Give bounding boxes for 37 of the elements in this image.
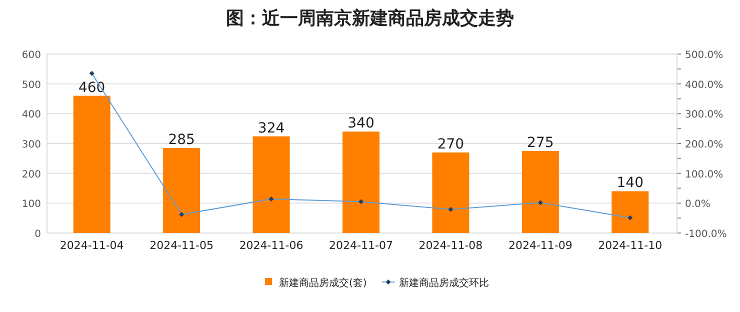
y-tick-label: 400 (22, 110, 41, 121)
data-label: 140 (616, 175, 644, 192)
y-tick-label: 0 (34, 229, 41, 240)
data-label: 324 (258, 120, 285, 136)
x-tick-label: 2024-11-06 (239, 239, 304, 252)
y2-tick-label: 200.0% (685, 140, 724, 150)
bar (522, 150, 559, 233)
bar (432, 152, 470, 233)
bar (252, 136, 290, 233)
x-tick-label: 2024-11-09 (508, 239, 572, 252)
y-tick-label: 200 (22, 169, 41, 180)
y2-tick-label: 0.0% (685, 199, 710, 210)
x-tick-label: 2024-11-07 (329, 239, 393, 252)
data-label: 270 (437, 136, 464, 152)
y2-tick-label: -100.0% (685, 229, 727, 240)
y2-tick-label: 500.0% (685, 50, 724, 61)
bar (163, 148, 200, 233)
bar (73, 96, 110, 233)
x-tick-label: 2024-11-10 (598, 239, 662, 252)
y-tick-label: 600 (22, 50, 41, 61)
x-tick-label: 2024-11-08 (418, 239, 483, 252)
y2-tick-label: 100.0% (685, 169, 724, 180)
x-tick-label: 2024-11-05 (150, 239, 214, 252)
y-tick-label: 100 (22, 199, 41, 210)
bar (612, 191, 649, 233)
bar (342, 132, 380, 233)
y-tick-label: 500 (22, 80, 41, 91)
legend-label: 新建商品房成交(套) (279, 277, 367, 289)
chart-title: 图：近一周南京新建商品房成交走势 (226, 8, 514, 29)
x-tick-label: 2024-11-04 (60, 239, 124, 252)
data-label: 340 (348, 116, 374, 132)
y2-tick-label: 300.0% (685, 110, 724, 121)
data-label: 285 (168, 132, 195, 148)
legend-label: 新建商品房成交环比 (398, 277, 489, 289)
y2-tick-label: 400.0% (685, 80, 724, 91)
data-label: 275 (527, 134, 554, 151)
y-tick-label: 300 (22, 140, 41, 150)
